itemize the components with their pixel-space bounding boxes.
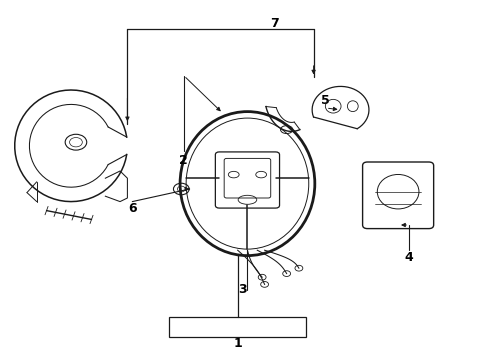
Text: 4: 4 [405,251,414,264]
Text: 5: 5 [321,94,330,107]
Text: 6: 6 [128,202,137,215]
Text: 7: 7 [270,17,279,30]
Text: 1: 1 [233,337,242,350]
Text: 3: 3 [238,283,247,296]
Bar [169,317,306,337]
Text: 2: 2 [179,154,188,167]
